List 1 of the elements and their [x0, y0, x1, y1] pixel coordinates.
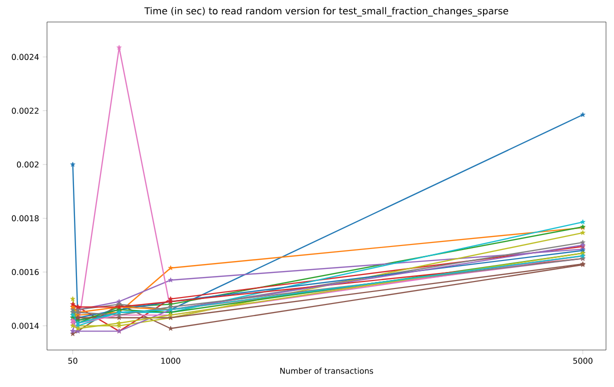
chart-title: Time (in sec) to read random version for test_small_fraction_changes_sparse: [144, 7, 508, 16]
